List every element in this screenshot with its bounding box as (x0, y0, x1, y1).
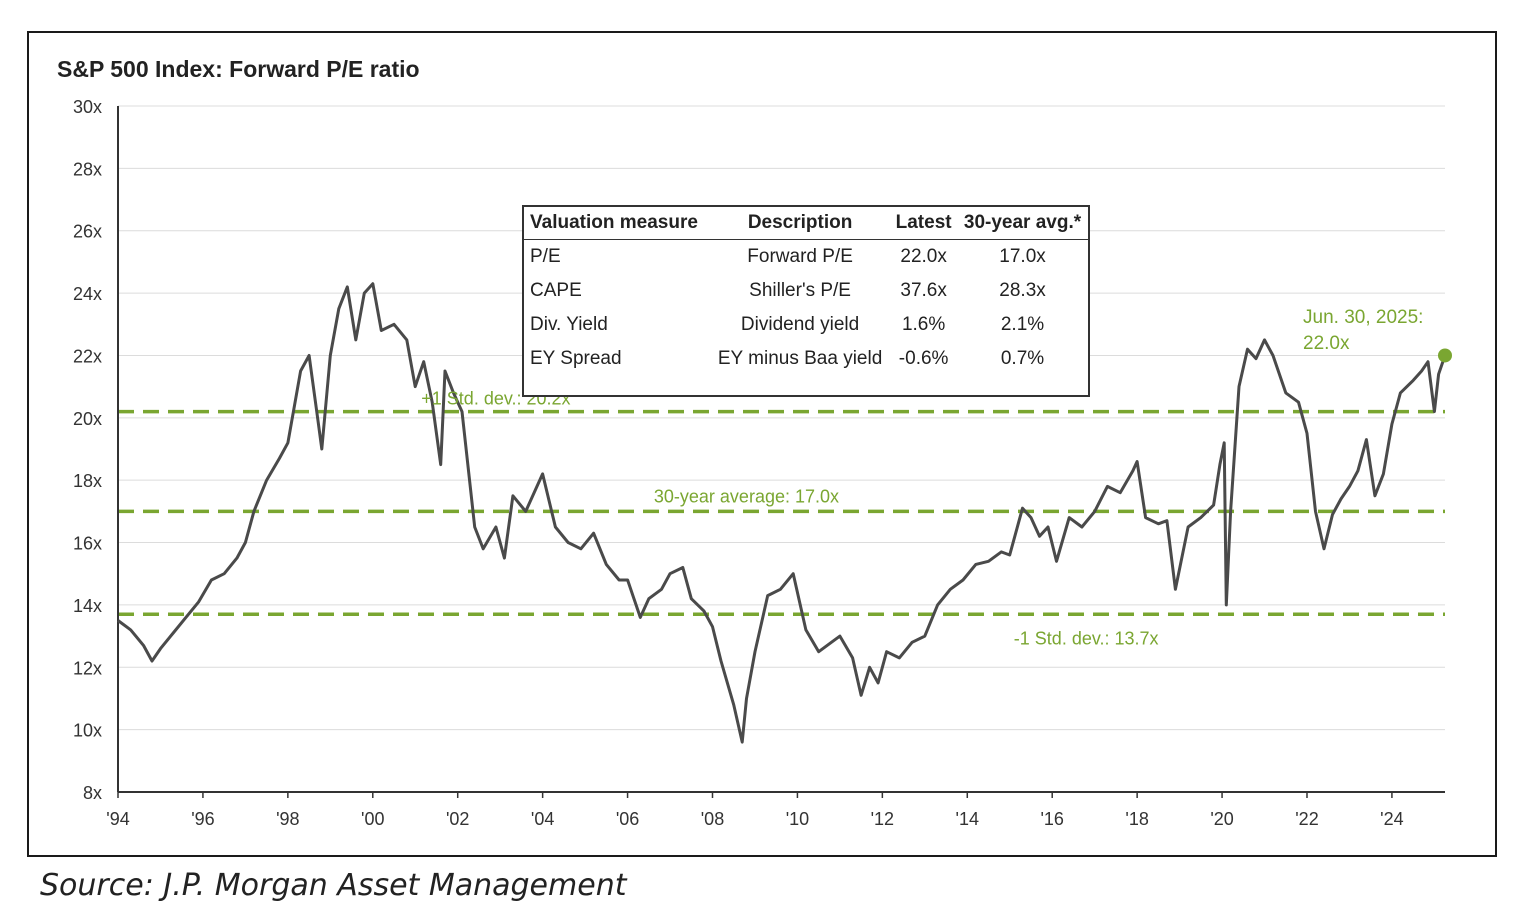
reference-line-label: 30-year average: 17.0x (654, 486, 839, 506)
table-cell: Forward P/E (747, 246, 853, 267)
table-cell: -0.6% (898, 348, 949, 369)
table-cell: CAPE (530, 280, 582, 301)
chart-svg: S&P 500 Index: Forward P/E ratio 8x 10x 12… (57, 56, 1452, 829)
table-cell: Div. Yield (530, 314, 608, 335)
chart-title: S&P 500 Index: Forward P/E ratio (57, 56, 420, 82)
x-tick-label: '08 (701, 809, 724, 829)
x-tick-label: '98 (276, 809, 299, 829)
y-tick-label: 26x (73, 222, 102, 242)
x-tick-label: '94 (106, 809, 129, 829)
x-tick-label: '24 (1380, 809, 1403, 829)
table-row: P/E Forward P/E 22.0x 17.0x (524, 240, 1088, 275)
y-tick-label: 24x (73, 284, 102, 304)
table-header-cell: Latest (890, 207, 958, 240)
x-tick-label: '04 (531, 809, 554, 829)
table-cell: 17.0x (999, 246, 1046, 267)
reference-line-label: -1 Std. dev.: 13.7x (1014, 628, 1159, 648)
table-cell: 0.7% (1000, 348, 1045, 369)
end-point-label: Jun. 30, 2025: (1303, 307, 1423, 328)
y-tick-label: 30x (73, 97, 102, 117)
y-tick-label: 18x (73, 471, 102, 491)
x-tick-label: '18 (1125, 809, 1148, 829)
table-cell: EY Spread (530, 348, 622, 369)
table-cell: 22.0x (900, 246, 947, 267)
x-tick-label: '02 (446, 809, 469, 829)
table-cell: EY minus Baa yield (717, 348, 883, 369)
table-cell: Shiller's P/E (749, 280, 851, 301)
x-tick-label: '00 (361, 809, 384, 829)
end-point-marker (1438, 348, 1452, 363)
table-row: EY Spread EY minus Baa yield -0.6% 0.7% (524, 342, 1088, 376)
table-cell: 28.3x (999, 280, 1046, 301)
table-cell: 37.6x (900, 280, 947, 301)
table-cell: 1.6% (901, 314, 946, 335)
y-tick-label: 16x (73, 534, 102, 554)
table-cell: P/E (530, 246, 561, 267)
x-tick-label: '06 (616, 809, 639, 829)
source-note: Source: J.P. Morgan Asset Management (40, 868, 627, 903)
y-tick-label: 28x (73, 159, 102, 179)
x-tick-label: '22 (1295, 809, 1318, 829)
table-header-cell: Valuation measure (524, 207, 710, 240)
x-tick-label: '96 (191, 809, 214, 829)
x-tick-label: '14 (956, 809, 979, 829)
y-tick-label: 12x (73, 658, 102, 678)
table-header-cell: Description (709, 207, 891, 240)
table-row: CAPE Shiller's P/E 37.6x 28.3x (524, 274, 1088, 308)
x-tick-label: '16 (1040, 809, 1063, 829)
x-tick-label: '20 (1210, 809, 1233, 829)
table-header-cell: 30-year avg.* (957, 207, 1088, 240)
y-tick-label: 10x (73, 721, 102, 741)
end-point-value: 22.0x (1303, 333, 1350, 354)
table-cell: Dividend yield (740, 314, 860, 335)
x-tick-label: '12 (871, 809, 894, 829)
chart-frame: S&P 500 Index: Forward P/E ratio 8x 10x 12… (27, 31, 1497, 857)
valuation-table: Valuation measure Description Latest 30-… (522, 205, 1090, 397)
table-header-row: Valuation measure Description Latest 30-… (524, 207, 1088, 240)
y-tick-label: 14x (73, 596, 102, 616)
pe-series-line (117, 282, 1447, 744)
x-tick-label: '10 (786, 809, 809, 829)
y-tick-label: 22x (73, 346, 102, 366)
table-cell: 2.1% (1000, 314, 1045, 335)
y-tick-label: 20x (73, 409, 102, 429)
y-tick-label: 8x (83, 783, 102, 803)
table-row: Div. Yield Dividend yield 1.6% 2.1% (524, 308, 1088, 342)
